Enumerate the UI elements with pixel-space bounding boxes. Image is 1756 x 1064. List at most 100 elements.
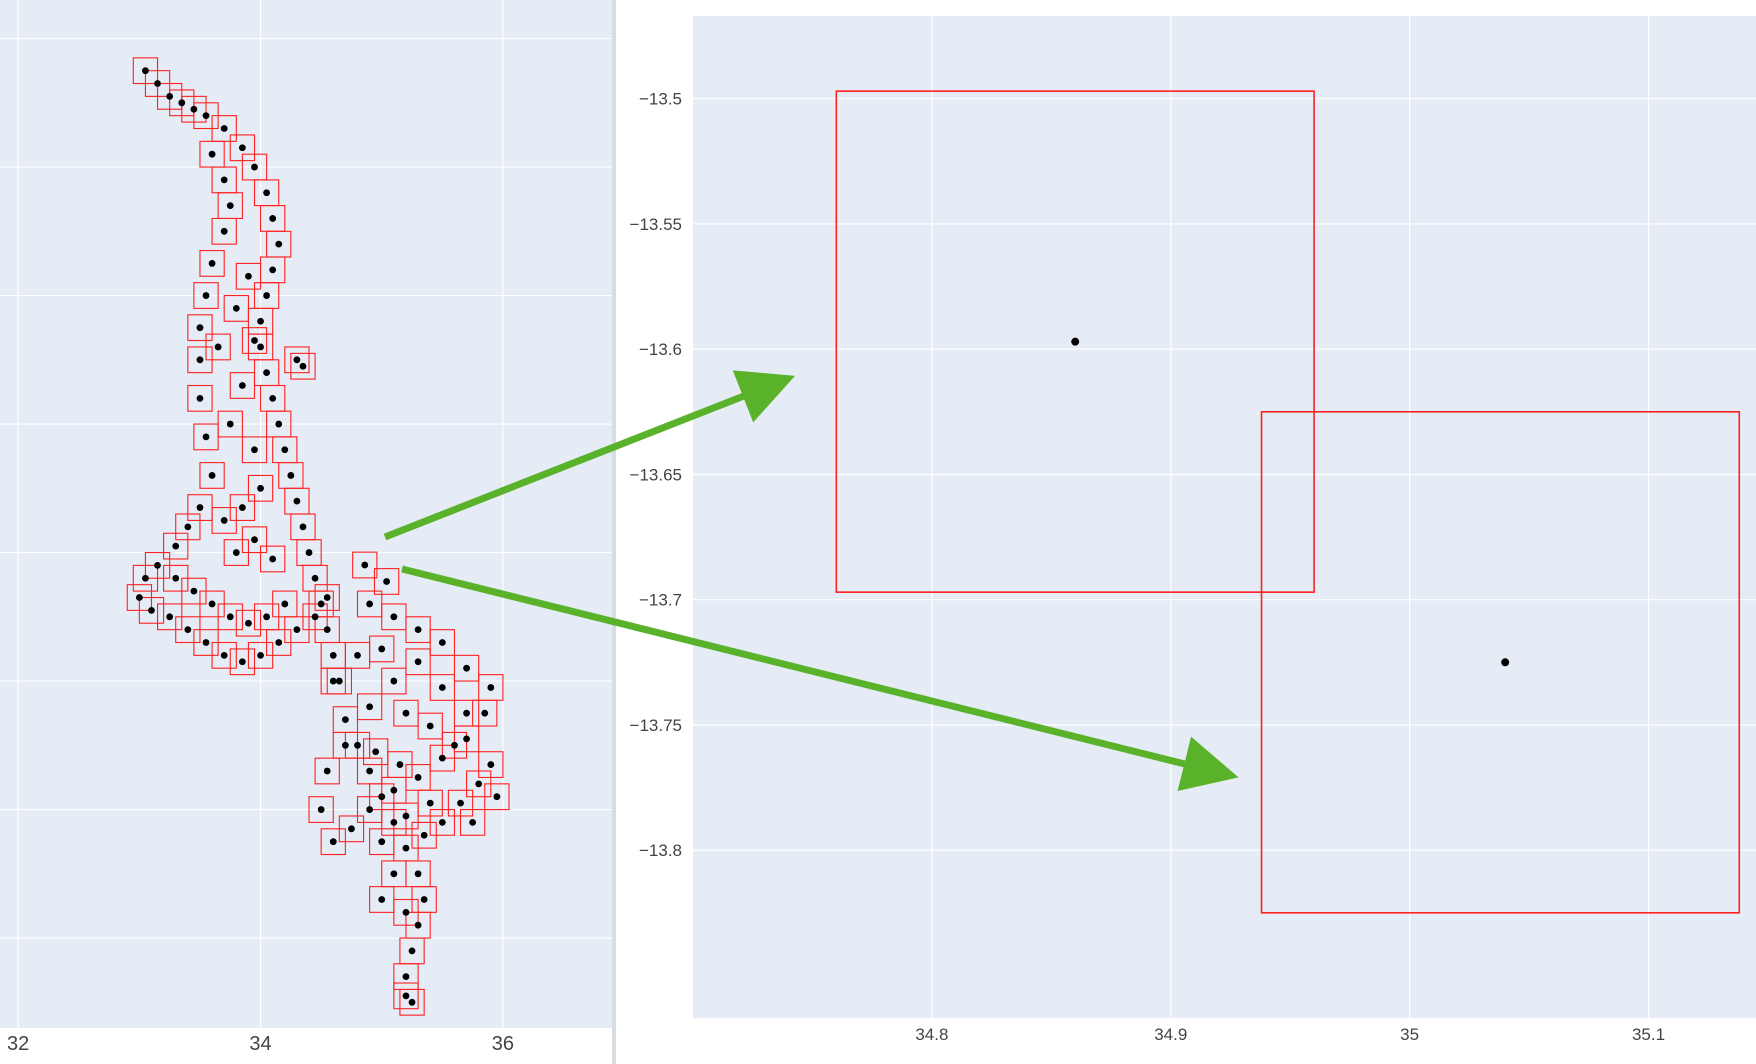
overview-point	[281, 446, 289, 454]
overview-point	[361, 561, 369, 569]
zoom-box	[835, 90, 1315, 593]
overview-point	[220, 517, 228, 524]
zoom-y-tick-label: −13.6	[639, 340, 682, 359]
overview-point	[220, 651, 228, 659]
overview-point	[420, 896, 428, 903]
overview-box	[314, 757, 340, 785]
overview-box	[387, 751, 413, 778]
overview-point	[469, 819, 477, 826]
overview-box	[441, 731, 468, 759]
zoom-points	[1071, 337, 1510, 667]
overview-point	[341, 741, 349, 749]
overview-box	[187, 384, 213, 412]
overview-point	[402, 812, 410, 820]
overview-box	[429, 808, 456, 836]
overview-point	[238, 382, 246, 389]
overview-point	[414, 921, 422, 929]
overview-point	[408, 998, 416, 1006]
overview-point	[269, 215, 277, 222]
overview-point	[402, 908, 410, 916]
overview-point	[366, 767, 374, 775]
overview-point	[311, 613, 319, 621]
overview-box	[320, 667, 346, 695]
overview-box	[429, 674, 456, 701]
overview-point	[220, 176, 228, 184]
overview-box	[235, 609, 262, 637]
zoom-y-tick-label: −13.75	[630, 716, 682, 735]
overview-point	[438, 684, 446, 691]
overview-box	[453, 654, 480, 682]
overview-point	[232, 549, 240, 556]
overview-box	[478, 751, 504, 778]
overview-box	[381, 667, 407, 695]
overview-box	[199, 462, 225, 489]
overview-point	[214, 343, 222, 351]
overview-point	[426, 799, 434, 807]
zoom-y-tick-label: −13.65	[630, 465, 682, 484]
overview-box	[217, 603, 243, 631]
overview-box	[356, 693, 383, 721]
overview-box	[459, 808, 486, 836]
overview-point	[390, 677, 398, 685]
overview-box	[229, 494, 256, 521]
overview-box	[223, 294, 249, 322]
overview-box	[484, 783, 510, 811]
overview-point	[257, 484, 264, 492]
overview-box	[472, 699, 498, 727]
overview-point	[457, 799, 464, 807]
overview-point	[378, 793, 386, 801]
overview-point	[463, 709, 470, 717]
overview-point	[251, 163, 258, 171]
overview-point	[299, 362, 307, 370]
zoom-x-tick-label: 35	[1400, 1025, 1419, 1044]
overview-box	[260, 545, 286, 573]
overview-x-tick-label: 32	[7, 1033, 29, 1055]
zoom-box	[1260, 410, 1741, 914]
overview-point	[390, 819, 398, 826]
zoom-x-axis: 34.8 34.9 35 35.1	[915, 1025, 1665, 1044]
overview-point	[354, 741, 361, 749]
zoom-x-tick-label: 35.1	[1632, 1025, 1665, 1044]
callout-arrow-upper	[383, 370, 796, 541]
overview-point	[390, 613, 398, 621]
overview-box	[369, 635, 395, 663]
overview-point	[311, 574, 319, 582]
overview-point	[323, 594, 331, 601]
overview-point	[202, 433, 210, 441]
overview-point	[245, 619, 252, 627]
overview-box	[290, 352, 316, 380]
overview-box	[163, 532, 189, 560]
overview-chart: 32 34 36	[0, 0, 612, 1055]
overview-box	[247, 474, 274, 502]
overview-box	[211, 641, 237, 669]
overview-point	[269, 394, 277, 402]
overview-point	[190, 105, 198, 113]
overview-point	[420, 831, 428, 839]
overview-point	[184, 523, 192, 531]
overview-point	[257, 651, 264, 659]
overview-point	[220, 125, 228, 132]
overview-point	[378, 838, 386, 846]
zoom-y-tick-label: −13.8	[639, 841, 682, 860]
overview-box	[241, 436, 268, 464]
overview-point	[426, 722, 434, 730]
overview-point	[269, 555, 277, 563]
overview-point	[451, 741, 458, 749]
overview-point	[481, 709, 489, 717]
zoom-y-tick-label: −13.7	[639, 591, 682, 610]
overview-point	[226, 613, 234, 621]
overview-point	[329, 838, 337, 846]
overview-box	[393, 802, 419, 830]
zoom-x-tick-label: 34.8	[915, 1025, 948, 1044]
overview-point	[172, 574, 180, 582]
overview-point	[275, 240, 283, 248]
zoom-point	[1501, 658, 1510, 667]
overview-point	[378, 645, 386, 653]
overview-box	[393, 982, 419, 1010]
overview-point	[438, 819, 446, 826]
overview-point	[402, 844, 410, 852]
overview-box	[229, 372, 256, 399]
overview-point	[293, 356, 301, 364]
overview-point	[172, 542, 180, 550]
